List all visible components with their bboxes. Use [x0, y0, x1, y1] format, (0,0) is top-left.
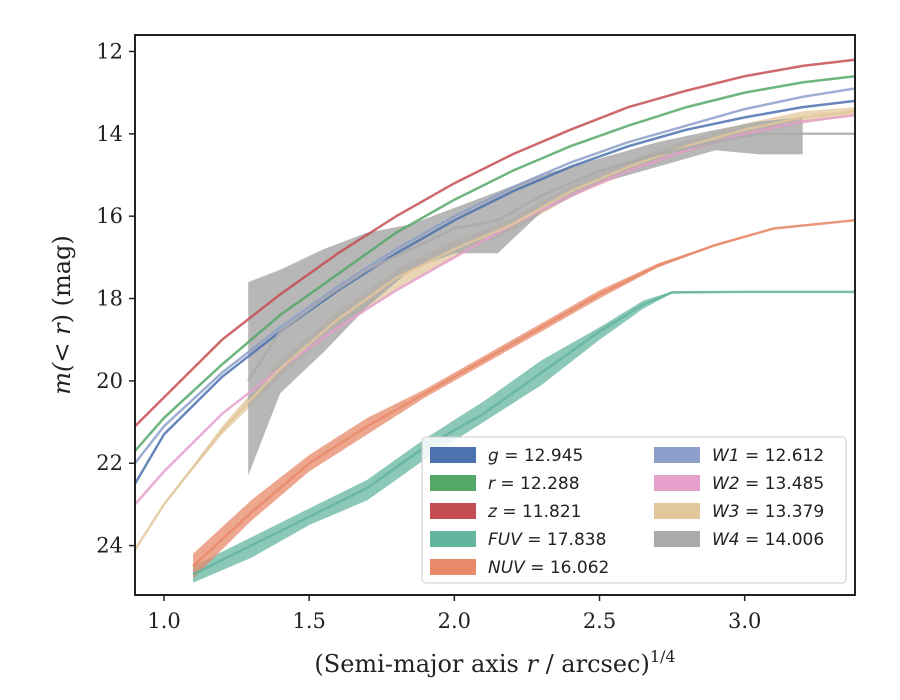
series-line-fuv: [192, 290, 855, 576]
legend-entry-r: r = 12.288: [430, 474, 580, 494]
x-axis-label-sup: 1/4: [650, 647, 676, 666]
series-line-z: [135, 58, 855, 428]
y-tick-label: 12: [96, 39, 123, 63]
legend-label: W2 = 13.485: [712, 474, 824, 494]
series-line-w1: [135, 87, 855, 464]
legend-swatch: [654, 447, 700, 463]
legend-swatch: [430, 503, 476, 519]
legend-label: W4 = 14.006: [712, 530, 824, 550]
x-tick-label: 1.5: [292, 609, 325, 633]
x-tick-label: 2.0: [438, 609, 471, 633]
plot-frame: [134, 34, 856, 596]
x-axis-label-main: (Semi-major axis: [314, 650, 526, 678]
x-tick-label: 1.0: [147, 609, 180, 633]
uncertainty-bands: [135, 107, 855, 583]
legend-label: NUV = 16.062: [488, 558, 609, 578]
legend-entry-w4: W4 = 14.006: [654, 530, 824, 550]
legend-entry-nuv: NUV = 16.062: [430, 558, 609, 578]
y-tick-label: 22: [96, 451, 123, 475]
legend-box: [421, 436, 847, 584]
series-lines: [135, 58, 855, 576]
legend-entry-g: g = 12.945: [430, 446, 583, 466]
x-axis-label-r: r: [526, 650, 539, 678]
legend-label: g = 12.945: [488, 446, 583, 466]
legend-entry-fuv: FUV = 17.838: [430, 530, 606, 550]
legend-swatch: [430, 475, 476, 491]
legend-entry-w2: W2 = 13.485: [654, 474, 824, 494]
series-line-w4: [247, 132, 855, 382]
legend-label: W1 = 12.612: [712, 446, 824, 466]
legend-swatch: [430, 559, 476, 575]
series-line-nuv: [192, 219, 855, 568]
axis-ticks: 1.0 1.5 2.0 2.5 3.0 12 14 16 18 20 22 24: [96, 39, 761, 633]
y-tick-label: 16: [96, 204, 123, 228]
series-line-g: [135, 99, 855, 485]
legend-entry-w1: W1 = 12.612: [654, 446, 824, 466]
y-axis-label-r: < r: [48, 322, 76, 363]
x-tick-label: 3.0: [728, 609, 761, 633]
series-line-r: [135, 74, 855, 452]
legend-swatch: [430, 531, 476, 547]
legend-swatch: [654, 475, 700, 491]
y-axis-label-tail: ) (mag): [48, 235, 76, 323]
legend-label: r = 12.288: [488, 474, 580, 494]
y-tick-label: 24: [96, 534, 123, 558]
legend-swatch: [430, 447, 476, 463]
legend-label: FUV = 17.838: [488, 530, 606, 550]
legend-swatch: [654, 531, 700, 547]
x-tick-label: 2.5: [583, 609, 616, 633]
legend: g = 12.945 r = 12.288 z = 11.821 FUV = 17.8…: [421, 436, 847, 584]
legend-label: W3 = 13.379: [712, 502, 824, 522]
x-axis-label: (Semi-major axis r / arcsec)1/4: [314, 647, 675, 678]
band-w4: [248, 117, 803, 476]
y-tick-label: 14: [96, 122, 123, 146]
y-tick-label: 18: [96, 287, 123, 311]
y-axis-label: m(< r) (mag): [48, 235, 76, 395]
legend-entry-z: z = 11.821: [430, 502, 581, 522]
series-line-w2: [135, 114, 855, 506]
legend-label: z = 11.821: [487, 502, 581, 522]
y-axis-label-main: m(: [48, 362, 76, 395]
series-line-w3: [135, 109, 855, 551]
y-tick-label: 20: [96, 369, 123, 393]
legend-entry-w3: W3 = 13.379: [654, 502, 824, 522]
x-axis-label-tail: / arcsec): [538, 650, 650, 678]
legend-swatch: [654, 503, 700, 519]
